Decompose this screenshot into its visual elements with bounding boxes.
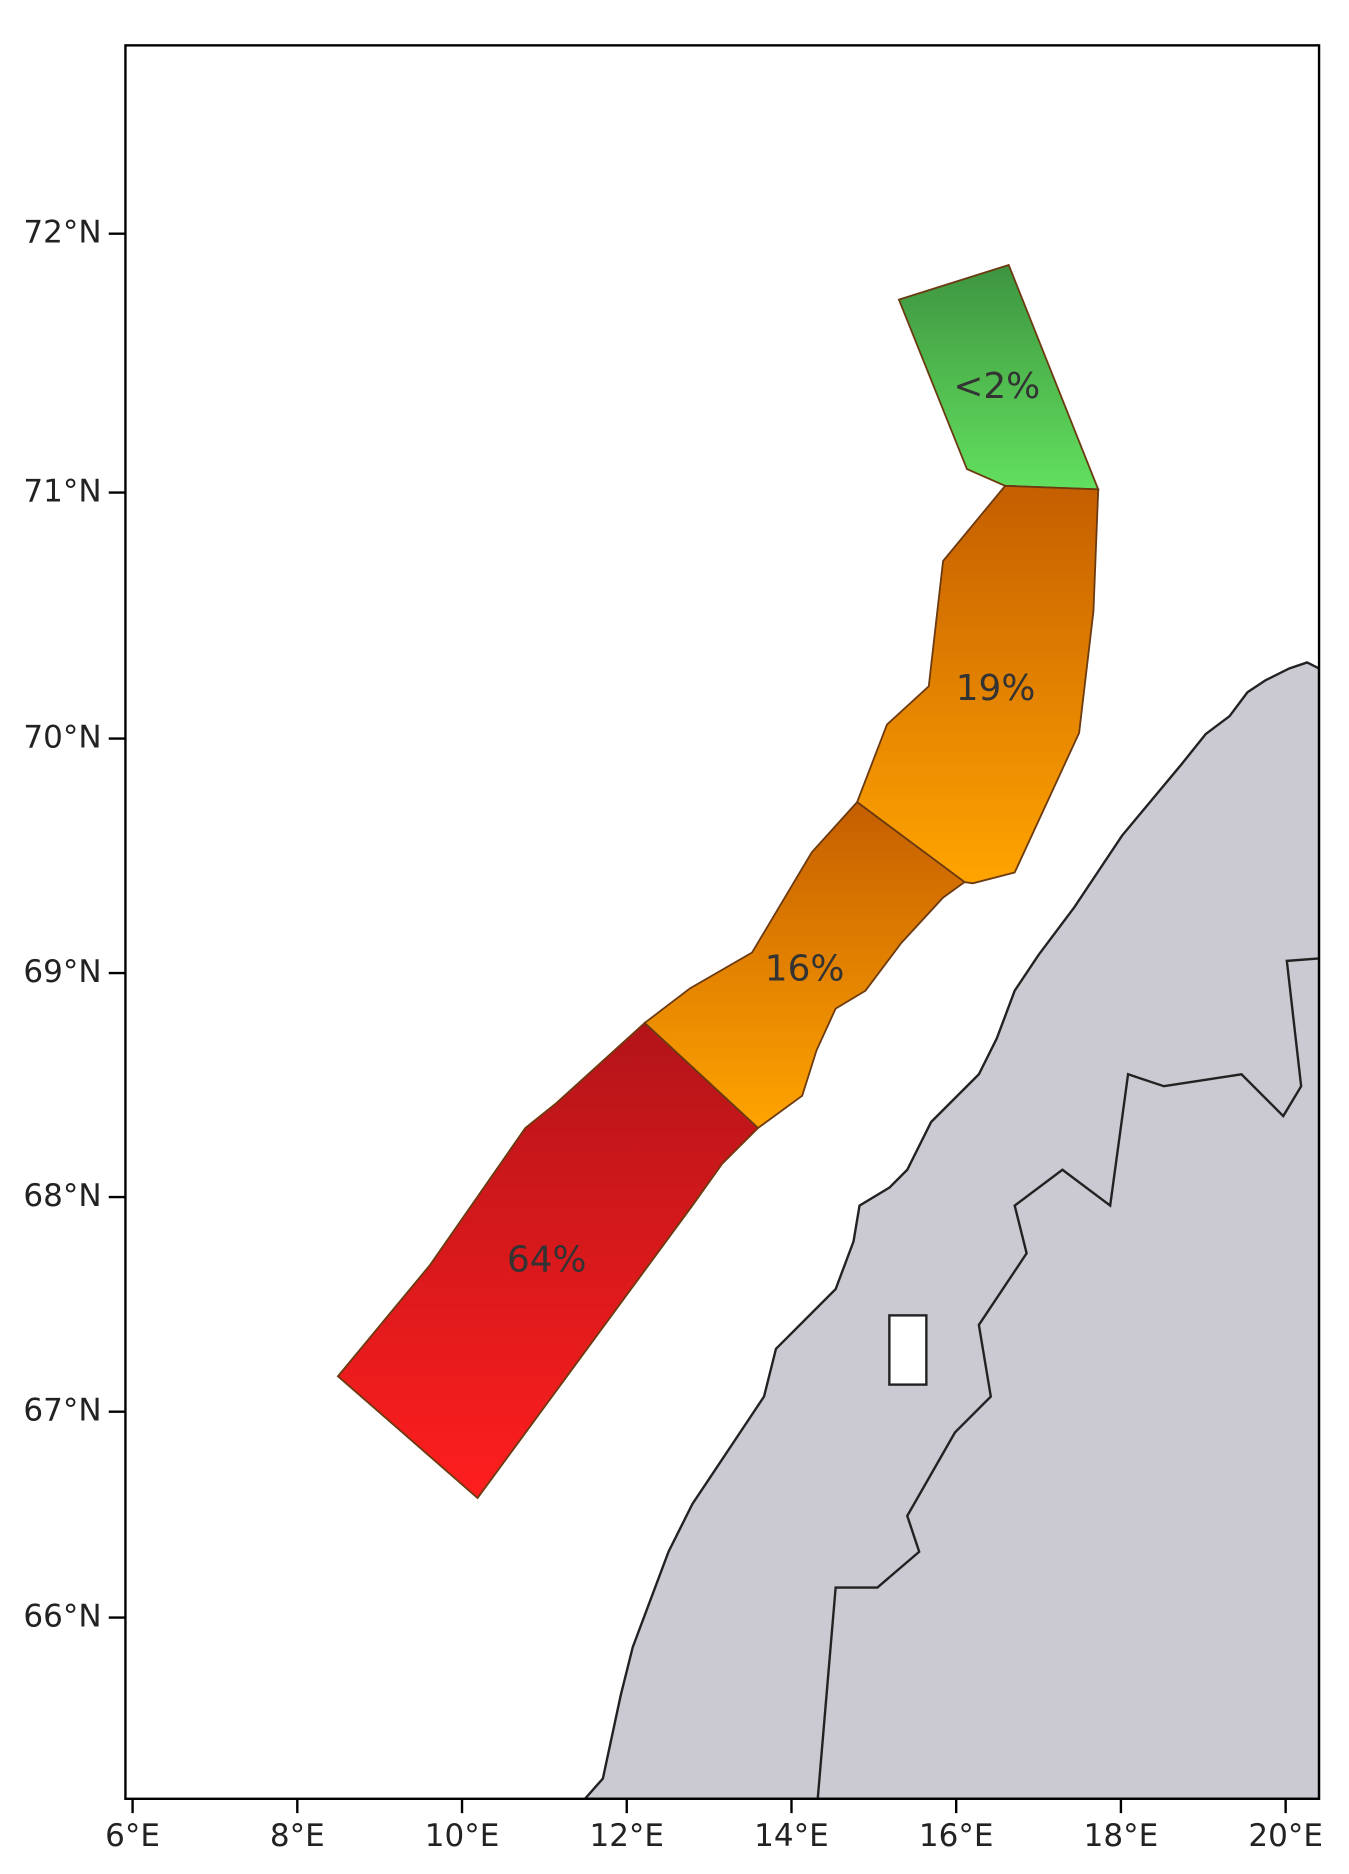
x-tick-label: 10°E bbox=[425, 1818, 500, 1854]
region-label: 64% bbox=[507, 1240, 587, 1281]
y-tick-label: 71°N bbox=[23, 474, 101, 510]
region bbox=[856, 484, 1100, 885]
x-tick-label: 20°E bbox=[1248, 1818, 1323, 1854]
region bbox=[643, 800, 967, 1130]
x-tick-label: 8°E bbox=[270, 1818, 325, 1854]
plot-frame bbox=[124, 44, 1321, 1800]
map-layers bbox=[336, 263, 1320, 1799]
x-tick-label: 12°E bbox=[589, 1818, 664, 1854]
marker-box bbox=[888, 1314, 928, 1386]
x-tick-label: 14°E bbox=[754, 1818, 829, 1854]
x-tick-label: 18°E bbox=[1084, 1818, 1159, 1854]
region-label: 19% bbox=[956, 668, 1036, 709]
y-tick-label: 69°N bbox=[23, 954, 101, 990]
y-tick-label: 67°N bbox=[23, 1393, 101, 1429]
region bbox=[336, 1021, 760, 1500]
y-tick-label: 70°N bbox=[23, 720, 101, 756]
y-tick-label: 68°N bbox=[23, 1178, 101, 1214]
x-tick-label: 16°E bbox=[919, 1818, 994, 1854]
land bbox=[583, 661, 1320, 1799]
border bbox=[816, 957, 1320, 1799]
y-tick-label: 66°N bbox=[23, 1599, 101, 1635]
region-label: 16% bbox=[765, 948, 845, 989]
region-label: <2% bbox=[953, 366, 1040, 407]
y-tick-label: 72°N bbox=[23, 215, 101, 251]
x-tick-label: 6°E bbox=[105, 1818, 160, 1854]
